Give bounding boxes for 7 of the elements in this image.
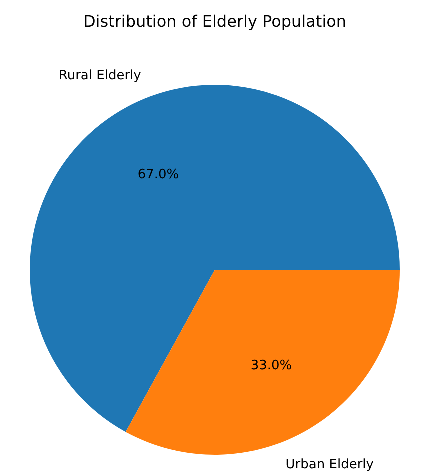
chart-title: Distribution of Elderly Population — [83, 12, 347, 31]
data-label: 33.0% — [250, 358, 292, 374]
data-label: 67.0% — [138, 167, 180, 182]
pie-slice — [126, 270, 400, 455]
slice-label: Rural Elderly — [58, 68, 142, 84]
slice-label: Urban Elderly — [286, 457, 374, 472]
pie-slice — [30, 85, 400, 432]
